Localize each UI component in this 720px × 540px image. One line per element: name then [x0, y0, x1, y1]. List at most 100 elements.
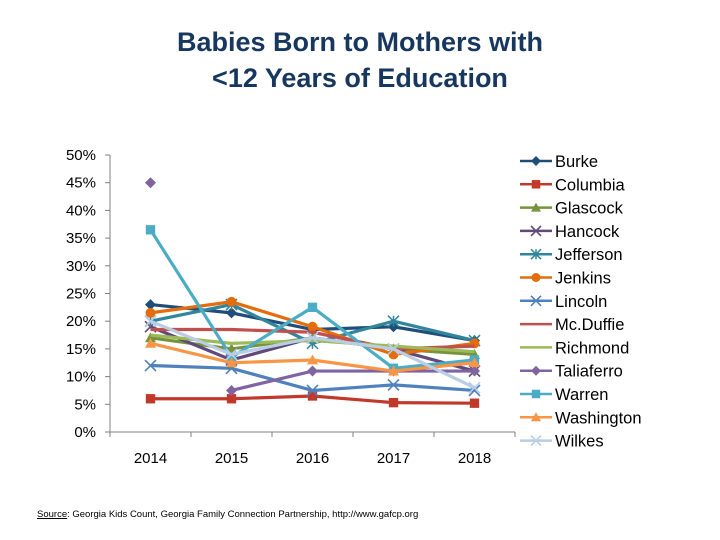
series-lincoln-point — [306, 384, 319, 397]
series-columbia-point-shape — [226, 394, 237, 404]
series-columbia-point-shape — [307, 391, 318, 401]
legend-swatch-marker-shape — [531, 273, 541, 282]
series-jenkins-point — [145, 307, 156, 318]
legend-swatch-marker-shape — [530, 435, 542, 447]
legend-swatch-marker — [530, 248, 542, 260]
legend-swatch-marker — [530, 295, 542, 307]
legend-label: Warren — [555, 386, 608, 404]
legend-label: Jefferson — [555, 246, 623, 264]
series-washington-point-shape — [307, 354, 318, 365]
series-washington-point — [307, 354, 318, 365]
legend-item-richmond: Richmond — [520, 339, 629, 357]
x-tick-label: 2015 — [215, 450, 248, 467]
series-washington-point-shape — [145, 337, 156, 348]
legend-swatch-marker-shape — [530, 295, 542, 307]
series-taliaferro-point — [226, 384, 237, 396]
legend-swatch-marker — [531, 202, 541, 212]
source-note: Source: Georgia Kids Count, Georgia Fami… — [37, 509, 418, 520]
x-tick-label: 2014 — [134, 450, 167, 467]
series-taliaferro-point — [145, 177, 156, 189]
source-text: : Georgia Kids Count, Georgia Family Con… — [67, 509, 419, 520]
legend-item-mc-duffie: Mc.Duffie — [520, 316, 624, 334]
series-warren-point-shape — [226, 352, 237, 362]
y-tick-label: 10% — [66, 369, 96, 386]
legend-label: Burke — [555, 153, 598, 171]
series-taliaferro-point-shape — [145, 177, 156, 189]
series-glascock-point — [145, 332, 156, 343]
x-tick-label: 2017 — [377, 450, 410, 467]
series-wilkes-point-shape — [306, 331, 319, 344]
legend-item-wilkes: Wilkes — [520, 433, 604, 451]
legend-label: Glascock — [555, 200, 624, 218]
series-wilkes — [144, 315, 481, 394]
series-wilkes-point — [225, 348, 238, 361]
legend-swatch-marker — [531, 156, 541, 166]
series-jenkins-point-shape — [145, 307, 156, 318]
legend-item-taliaferro: Taliaferro — [520, 363, 623, 381]
y-tick-label: 5% — [74, 396, 96, 413]
y-tick-label: 30% — [66, 258, 96, 275]
series-washington-point — [388, 365, 399, 376]
legend-label: Jenkins — [555, 270, 611, 288]
legend-swatch-marker-shape — [531, 365, 541, 376]
y-tick-label: 50% — [66, 147, 96, 164]
series-richmond — [150, 333, 475, 354]
series-columbia-point-shape — [388, 397, 399, 408]
legend-item-glascock: Glascock — [520, 200, 624, 218]
series-jefferson-point-shape — [387, 315, 400, 328]
series-jenkins-point — [226, 296, 237, 307]
series-wilkes-point-shape — [225, 348, 238, 361]
series-wilkes-point-shape — [144, 315, 157, 328]
legend-item-lincoln: Lincoln — [520, 293, 607, 311]
x-tick-label: 2018 — [458, 450, 491, 467]
chart-title-line-2: <12 Years of Education — [212, 63, 508, 93]
series-jefferson-point — [387, 315, 400, 328]
legend-swatch-marker — [531, 412, 541, 422]
series-wilkes-point-shape — [387, 342, 400, 355]
series-glascock-point-shape — [145, 332, 156, 343]
legend-label: Hancock — [555, 223, 620, 241]
series-warren-point — [226, 352, 237, 362]
legend-swatch-marker — [530, 435, 542, 447]
legend-item-washington: Washington — [520, 409, 642, 427]
series-wilkes-point — [387, 342, 400, 355]
y-tick-label: 25% — [66, 286, 96, 303]
series-wilkes-point-shape — [468, 381, 481, 394]
series-burke-point — [145, 299, 156, 311]
series-wilkes-point — [144, 315, 157, 328]
y-tick-label: 20% — [66, 313, 96, 330]
series-warren-point-shape — [307, 302, 318, 313]
legend-item-columbia: Columbia — [520, 176, 626, 194]
chart-title: Babies Born to Mothers with <12 Years of… — [60, 24, 660, 96]
series-taliaferro-line — [231, 369, 475, 393]
legend-label: Mc.Duffie — [555, 316, 624, 334]
legend-item-hancock: Hancock — [520, 223, 620, 241]
series-lincoln-point-shape — [144, 359, 157, 372]
series-washington-point — [145, 337, 156, 348]
series-lincoln-point-shape — [306, 384, 319, 397]
legend-label: Columbia — [555, 176, 626, 194]
legend-swatch-marker — [531, 389, 541, 399]
series-lincoln-point — [387, 378, 400, 391]
series-richmond-line — [150, 333, 475, 354]
x-tick-label: 2016 — [296, 450, 329, 467]
series-columbia — [145, 391, 480, 408]
series-washington-point — [226, 357, 237, 368]
legend-item-warren: Warren — [520, 386, 608, 404]
series-washington — [145, 337, 480, 376]
series-jenkins-point — [307, 321, 318, 332]
series-taliaferro-point-shape — [307, 365, 318, 377]
series-warren-point — [307, 302, 318, 313]
legend-swatch-marker — [531, 365, 541, 376]
series-burke-point — [226, 307, 237, 319]
legend-item-jenkins: Jenkins — [520, 270, 611, 288]
y-tick-label: 40% — [66, 202, 96, 219]
source-label: Source — [37, 509, 68, 520]
legend-item-burke: Burke — [520, 153, 598, 171]
series-lincoln-point — [144, 359, 157, 372]
y-tick-label: 0% — [74, 424, 96, 441]
legend-swatch-marker-shape — [531, 389, 541, 399]
series-washington-point-shape — [469, 357, 480, 368]
legend-label: Washington — [555, 409, 642, 427]
